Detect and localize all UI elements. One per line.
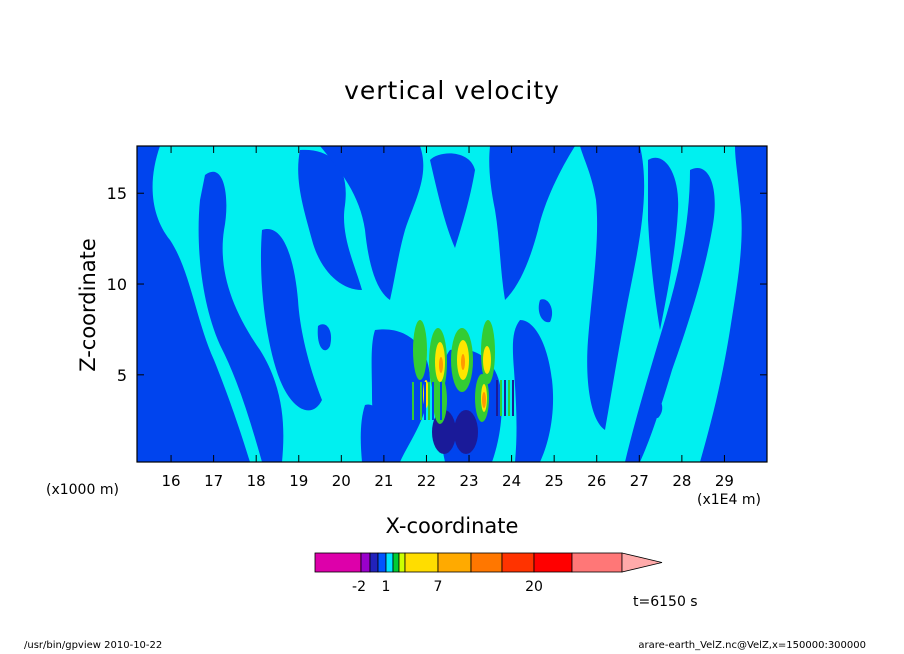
x-tick-label: 29	[715, 472, 734, 490]
contour-field	[137, 146, 767, 462]
contour-band	[440, 382, 442, 420]
contour-band	[504, 380, 506, 416]
contour-negative-region	[298, 149, 362, 290]
x-tick-label: 25	[545, 472, 564, 490]
contour-negative-region	[137, 246, 170, 462]
x-tick-label: 26	[587, 472, 606, 490]
contour-negative-region	[650, 397, 663, 418]
contour-peak-updraft	[461, 354, 465, 370]
contour-band	[428, 382, 430, 420]
time-annotation: t=6150 s	[633, 594, 698, 610]
contour-strong-updraft	[483, 346, 491, 374]
x-tick-label: 16	[162, 472, 181, 490]
contour-band	[500, 380, 502, 416]
contour-negative-region	[700, 146, 767, 462]
colorbar-segment	[571, 552, 623, 573]
colorbar-segment	[314, 552, 362, 573]
contour-band	[432, 382, 434, 420]
contour-negative-region	[430, 153, 475, 248]
contour-band	[408, 382, 410, 420]
footer-right: arare-earth_VelZ.nc@VelZ,x=150000:300000	[638, 640, 866, 651]
contour-band	[508, 380, 510, 416]
x-tick-label: 19	[289, 472, 308, 490]
x-tick-label: 18	[247, 472, 266, 490]
colorbar-segment	[470, 552, 503, 573]
contour-band	[412, 382, 414, 420]
y-tick-label: 15	[107, 184, 127, 203]
y-tick-label: 5	[117, 366, 127, 385]
colorbar-segment	[360, 552, 371, 573]
contour-negative-region	[320, 146, 424, 300]
contour-negative-region	[580, 146, 645, 430]
x-axis-unit: (x1E4 m)	[697, 492, 761, 508]
contour-negative-region	[317, 324, 332, 351]
chart-title: vertical velocity	[344, 76, 560, 105]
y-tick-label: 10	[107, 275, 127, 294]
contour-updraft-region	[413, 320, 427, 380]
y-axis-unit: (x1000 m)	[46, 482, 119, 498]
colorbar-tick-label: -2	[352, 579, 366, 595]
x-axis-label: X-coordinate	[385, 514, 519, 538]
colorbar-extend-arrow	[621, 552, 663, 573]
x-tick-label: 20	[332, 472, 351, 490]
contour-strong-negative	[454, 410, 478, 454]
colorbar-segment	[377, 552, 387, 573]
colorbar-segment	[398, 552, 406, 573]
contour-negative-region	[489, 146, 575, 300]
contour-negative-region	[625, 168, 715, 462]
contour-band	[512, 380, 514, 416]
colorbar-segment	[369, 552, 379, 573]
contour-band	[424, 382, 426, 420]
contour-negative-region	[260, 229, 322, 411]
x-tick-label: 28	[672, 472, 691, 490]
x-tick-label: 27	[630, 472, 649, 490]
y-axis-label: Z-coordinate	[76, 238, 100, 372]
contour-negative-region	[512, 320, 554, 462]
colorbar-segment	[501, 552, 535, 573]
colorbar-tick-label: 7	[434, 579, 443, 595]
plot-frame	[136, 145, 768, 463]
contour-band	[420, 382, 422, 420]
x-tick-label: 21	[374, 472, 393, 490]
colorbar-tick-label: 20	[525, 579, 543, 595]
colorbar-segment	[385, 552, 394, 573]
contour-peak-updraft	[482, 392, 486, 408]
contour-peak-updraft	[439, 357, 443, 373]
footer-left: /usr/bin/gpview 2010-10-22	[24, 640, 163, 651]
colorbar-segment	[404, 552, 439, 573]
x-tick-label: 24	[502, 472, 521, 490]
colorbar-segment	[437, 552, 472, 573]
x-tick-label: 22	[417, 472, 436, 490]
x-tick-label: 23	[459, 472, 478, 490]
contour-band	[496, 380, 498, 416]
contour-band	[436, 382, 438, 420]
colorbar-segment	[533, 552, 573, 573]
contour-negative-region	[538, 299, 553, 323]
colorbar-segment	[392, 552, 400, 573]
x-tick-label: 17	[204, 472, 223, 490]
contour-negative-region	[198, 171, 284, 462]
colorbar-tick-label: 1	[382, 579, 391, 595]
contour-band	[416, 382, 418, 420]
contour-negative-region	[648, 157, 679, 330]
